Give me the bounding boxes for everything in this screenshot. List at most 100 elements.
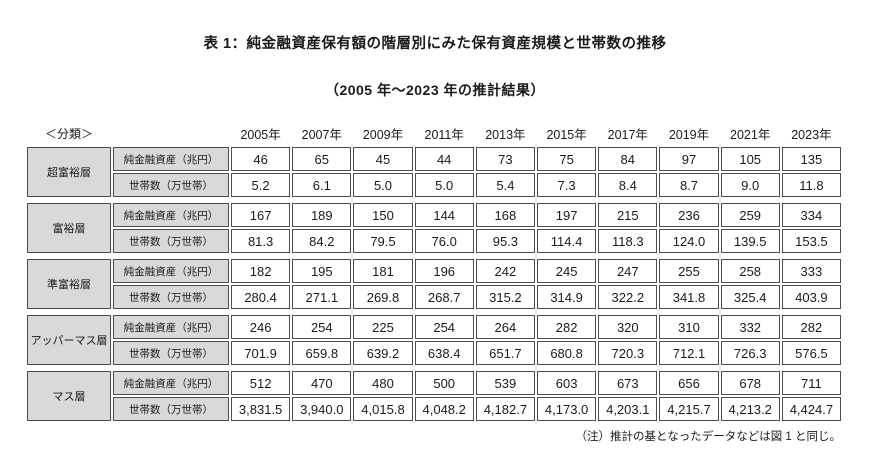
assets-value: 65 (292, 147, 352, 171)
figure-title: 表 1：純金融資産保有額の階層別にみた保有資産規模と世帯数の推移 (203, 36, 667, 52)
row-label-households: 世帯数（万世帯） (113, 341, 229, 365)
assets-value: 242 (475, 259, 535, 283)
assets-value: 167 (231, 203, 291, 227)
households-value: 680.8 (537, 341, 597, 365)
assets-value: 282 (537, 315, 597, 339)
households-value: 9.0 (720, 173, 780, 197)
assets-value: 255 (659, 259, 719, 283)
assets-value: 182 (231, 259, 291, 283)
assets-value: 215 (598, 203, 658, 227)
households-value: 79.5 (353, 229, 413, 253)
row-label-households: 世帯数（万世帯） (113, 397, 229, 421)
households-value: 325.4 (720, 285, 780, 309)
tier-name: アッパーマス層 (27, 315, 111, 365)
table-header-row: ＜分類＞ 2005年 2007年 2009年 2011年 2013年 2015年… (27, 123, 841, 143)
year-header: 2015年 (546, 127, 587, 142)
households-value: 5.0 (353, 173, 413, 197)
assets-value: 470 (292, 371, 352, 395)
assets-value: 196 (414, 259, 474, 283)
households-value: 639.2 (353, 341, 413, 365)
households-value: 11.8 (781, 173, 841, 197)
assets-value: 673 (598, 371, 658, 395)
assets-value: 539 (475, 371, 535, 395)
assets-value: 332 (720, 315, 780, 339)
row-label-households: 世帯数（万世帯） (113, 229, 229, 253)
year-header: 2013年 (485, 127, 526, 142)
figure-subtitle: （2005 年～2023 年の推計結果） (324, 82, 546, 98)
households-value: 651.7 (475, 341, 535, 365)
households-value: 269.8 (353, 285, 413, 309)
assets-value: 480 (353, 371, 413, 395)
households-value: 4,015.8 (353, 397, 413, 421)
tier-name: 富裕層 (27, 203, 111, 253)
households-value: 5.0 (414, 173, 474, 197)
households-value: 4,173.0 (537, 397, 597, 421)
assets-value: 282 (781, 315, 841, 339)
assets-value: 45 (353, 147, 413, 171)
households-value: 5.2 (231, 173, 291, 197)
tier-block-semi-wealthy: 準富裕層 純金融資産（兆円） 182 195 181 196 242 245 2… (27, 259, 841, 309)
assets-value: 105 (720, 147, 780, 171)
households-value: 341.8 (659, 285, 719, 309)
tier-block-mass: マス層 純金融資産（兆円） 512 470 480 500 539 603 67… (27, 371, 841, 421)
households-value: 268.7 (414, 285, 474, 309)
tier-name: 準富裕層 (27, 259, 111, 309)
households-value: 4,215.7 (659, 397, 719, 421)
row-label-households: 世帯数（万世帯） (113, 173, 229, 197)
households-value: 659.8 (292, 341, 352, 365)
assets-value: 247 (598, 259, 658, 283)
classification-header: ＜分類＞ (44, 126, 93, 141)
row-label-assets: 純金融資産（兆円） (113, 203, 229, 227)
tier-name: 超富裕層 (27, 147, 111, 197)
households-value: 726.3 (720, 341, 780, 365)
households-value: 322.2 (598, 285, 658, 309)
households-value: 7.3 (537, 173, 597, 197)
assets-value: 150 (353, 203, 413, 227)
households-value: 720.3 (598, 341, 658, 365)
households-value: 139.5 (720, 229, 780, 253)
households-value: 712.1 (659, 341, 719, 365)
households-value: 4,424.7 (781, 397, 841, 421)
assets-value: 603 (537, 371, 597, 395)
year-header: 2007年 (301, 127, 342, 142)
assets-value: 197 (537, 203, 597, 227)
assets-value: 246 (231, 315, 291, 339)
year-header: 2005年 (240, 127, 281, 142)
assets-value: 310 (659, 315, 719, 339)
assets-value: 245 (537, 259, 597, 283)
assets-value: 259 (720, 203, 780, 227)
assets-value: 181 (353, 259, 413, 283)
households-value: 315.2 (475, 285, 535, 309)
assets-value: 75 (537, 147, 597, 171)
figure-page: 表 1：純金融資産保有額の階層別にみた保有資産規模と世帯数の推移 （2005 年… (27, 36, 843, 443)
households-value: 114.4 (537, 229, 597, 253)
assets-value: 264 (475, 315, 535, 339)
assets-value: 711 (781, 371, 841, 395)
footnote: （注）推計の基となったデータなどは図 1 と同じ。 (575, 431, 841, 443)
data-table: ＜分類＞ 2005年 2007年 2009年 2011年 2013年 2015年… (27, 123, 843, 421)
households-value: 576.5 (781, 341, 841, 365)
households-value: 3,831.5 (231, 397, 291, 421)
households-value: 3,940.0 (292, 397, 352, 421)
tier-block-upper-mass: アッパーマス層 純金融資産（兆円） 246 254 225 254 264 28… (27, 315, 841, 365)
households-value: 84.2 (292, 229, 352, 253)
assets-value: 46 (231, 147, 291, 171)
households-value: 8.7 (659, 173, 719, 197)
assets-value: 44 (414, 147, 474, 171)
households-value: 95.3 (475, 229, 535, 253)
households-value: 4,203.1 (598, 397, 658, 421)
row-label-assets: 純金融資産（兆円） (113, 315, 229, 339)
households-value: 280.4 (231, 285, 291, 309)
tier-block-super-wealthy: 超富裕層 純金融資産（兆円） 46 65 45 44 73 75 84 97 1… (27, 147, 841, 197)
households-value: 153.5 (781, 229, 841, 253)
assets-value: 334 (781, 203, 841, 227)
header-spacer (113, 123, 229, 143)
households-value: 403.9 (781, 285, 841, 309)
assets-value: 320 (598, 315, 658, 339)
year-header: 2019年 (668, 127, 710, 142)
assets-value: 144 (414, 203, 474, 227)
assets-value: 656 (659, 371, 719, 395)
assets-value: 500 (414, 371, 474, 395)
assets-value: 678 (720, 371, 780, 395)
year-header: 2011年 (424, 127, 464, 142)
